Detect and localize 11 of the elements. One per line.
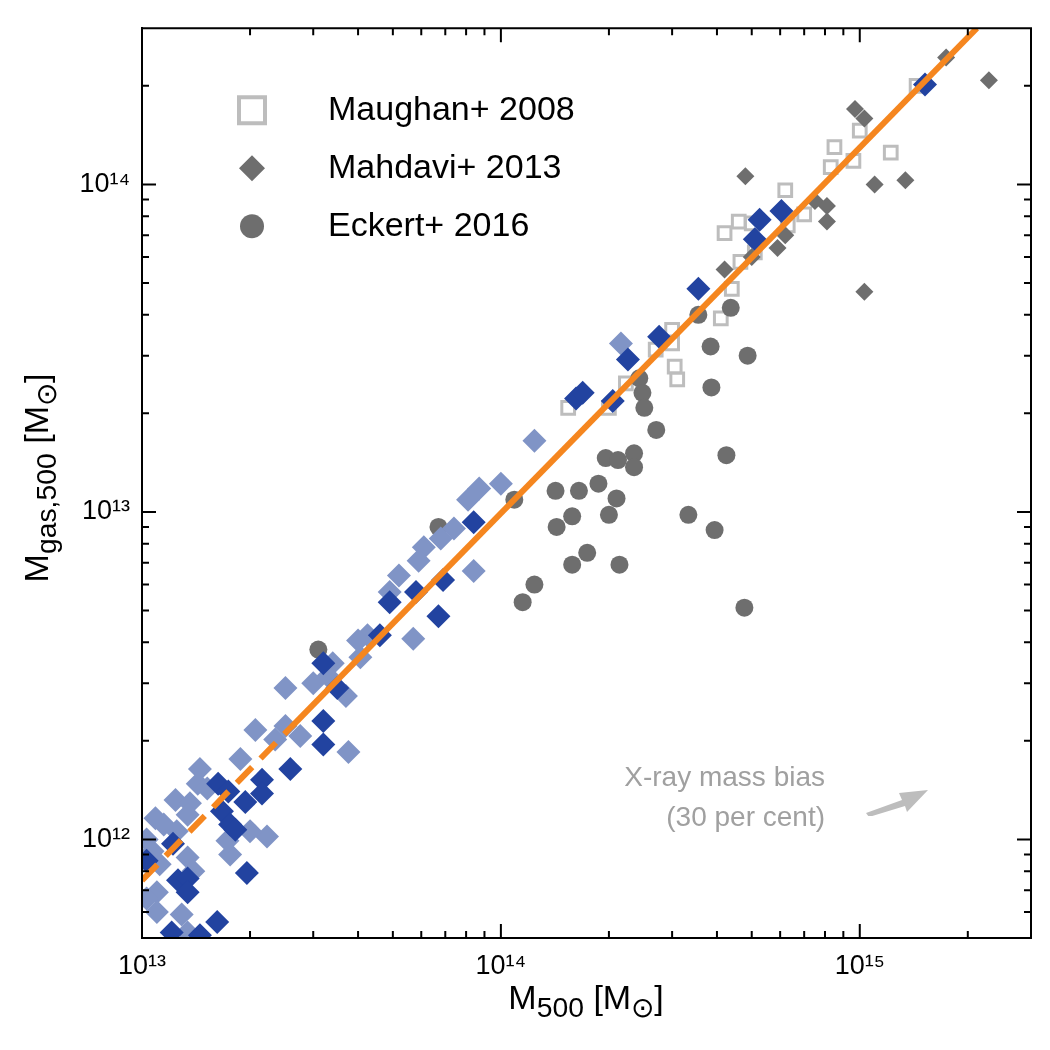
x-axis-title: M$_{500}$ [M$_{⊙}$] xyxy=(508,978,664,1023)
y-tick-label: 10¹⁴ xyxy=(79,167,130,198)
legend-label: Eckert+ 2016 xyxy=(328,204,530,243)
x-tick-label: 10¹⁴ xyxy=(475,949,527,980)
x-tick-label: 10¹⁵ xyxy=(834,949,885,980)
y-tick-label: 10¹³ xyxy=(81,495,131,526)
annotation: X-ray mass bias (30 per cent) xyxy=(624,760,825,832)
legend-label: Maughan+ 2008 xyxy=(328,88,575,127)
y-tick-label: 10¹² xyxy=(81,822,131,853)
x-tick-label: 10¹³ xyxy=(117,949,167,980)
legend-label: Mahdavi+ 2013 xyxy=(328,146,562,185)
